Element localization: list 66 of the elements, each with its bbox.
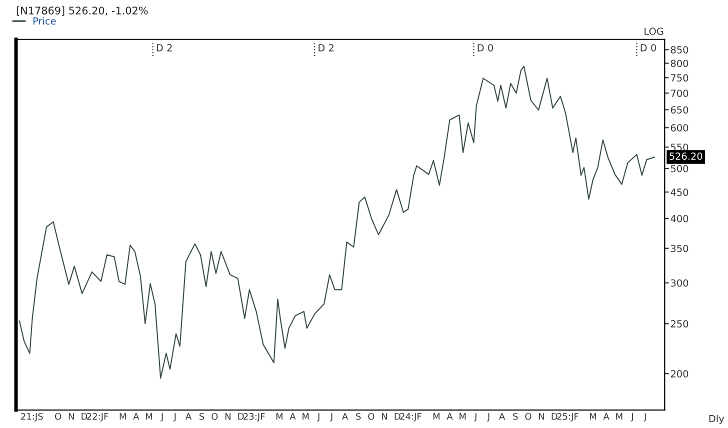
x-tick-label: M (302, 413, 309, 420)
x-tick-label: 22:JF (86, 412, 108, 422)
y-tick-label: 750 (671, 74, 688, 82)
legend-label: Price (34, 17, 56, 25)
y-tick-label: 450 (670, 188, 688, 196)
x-tick-label: N (68, 413, 74, 420)
x-tick-label: S (513, 412, 518, 420)
x-tick-label: J (160, 413, 163, 422)
y-tick-label: 500 (670, 164, 688, 172)
x-tick-label: M (616, 413, 622, 420)
x-tick-label: A (446, 413, 453, 420)
y-tick-label: 350 (670, 244, 688, 252)
x-tick-label: O (212, 412, 218, 420)
x-tick-label: J (644, 413, 646, 422)
x-tick-label: D (238, 413, 244, 420)
x-tick-label: D (394, 413, 400, 420)
x-tick-label: D (552, 413, 558, 420)
y-tick-label: 850 (670, 46, 688, 54)
y-tick-label: 600 (670, 124, 688, 132)
x-tick-label: O (525, 412, 532, 420)
x-tick-label: M (276, 413, 282, 420)
x-tick-label: N (382, 413, 388, 420)
x-tick-label: J (630, 413, 633, 422)
x-tick-label: O (55, 412, 62, 420)
x-tick-label: D (82, 413, 88, 420)
x-tick-label: M (590, 413, 596, 420)
x-tick-label: S (356, 412, 361, 420)
x-tick-label: J (317, 413, 320, 422)
ref-line-label: D 0 (640, 44, 656, 52)
y-tick-label: 700 (671, 90, 688, 97)
x-tick-label: J (173, 413, 176, 422)
annotation: 526.20 (670, 152, 702, 160)
chart-title: [N17869] 526.20, -1.02% (16, 6, 148, 16)
x-tick-label: A (290, 413, 296, 420)
x-tick-label: J (486, 413, 490, 422)
y-tick-label: 200 (670, 370, 688, 378)
x-tick-label: M (146, 413, 152, 420)
x-tick-label: 24:JF (400, 412, 422, 422)
text: Dly (709, 414, 724, 424)
y-tick-label: 400 (670, 214, 688, 222)
x-tick-label: A (603, 413, 610, 420)
x-tick-label: J (330, 413, 332, 422)
x-tick-label: M (460, 413, 466, 420)
x-tick-label: M (433, 413, 440, 420)
x-tick-label: A (185, 413, 192, 420)
x-tick-label: N (225, 413, 230, 420)
x-tick-label: 25:JF (557, 412, 578, 422)
x-tick-label: O (368, 412, 374, 420)
line-series (18, 66, 655, 379)
x-tick-label: 21:JS (21, 412, 43, 422)
y-tick-label: 250 (670, 320, 688, 328)
x-tick-label: A (499, 413, 506, 420)
x-tick-label: M (120, 413, 126, 420)
x-tick-label: A (342, 413, 348, 420)
ref-line-label: D 2 (318, 44, 334, 52)
text: LOG (644, 28, 664, 35)
y-tick-label: 650 (670, 106, 688, 114)
x-tick-label: 23:JF (244, 412, 265, 422)
x-tick-label: A (133, 413, 140, 420)
ref-line-label: D 0 (478, 44, 493, 52)
x-tick-label: N (539, 413, 544, 420)
y-tick-label: 800 (670, 60, 688, 68)
x-tick-label: S (200, 412, 204, 420)
ref-line-label: D 2 (156, 44, 172, 52)
y-tick-label: 300 (670, 279, 688, 287)
x-tick-label: J (474, 413, 476, 422)
